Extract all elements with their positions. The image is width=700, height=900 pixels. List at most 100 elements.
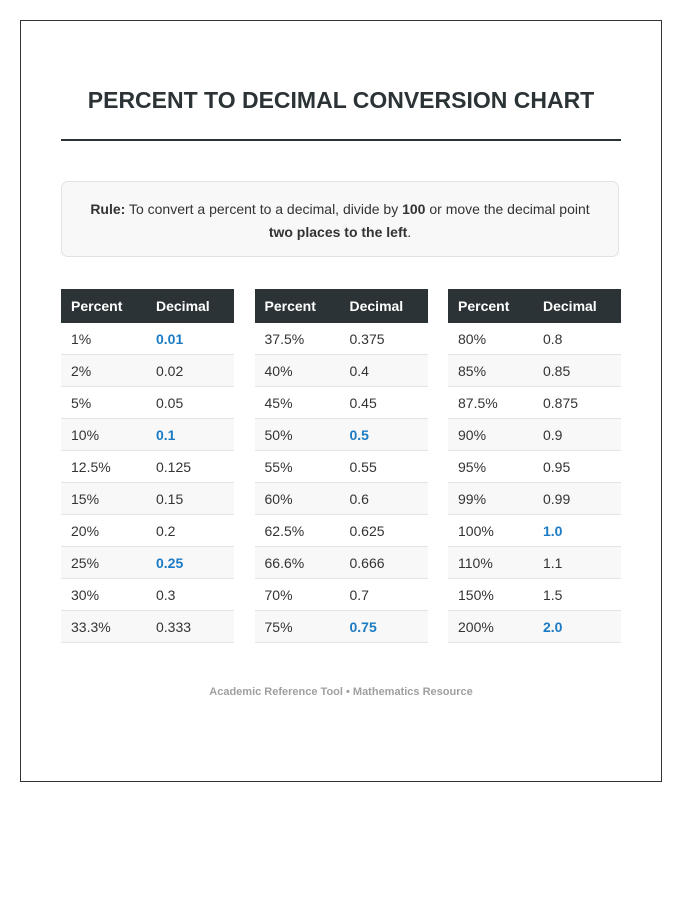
tables: Percent Decimal 1% 0.01 2% 0.02 5% 0.05 10% 0.1 12… <box>61 289 621 643</box>
decimal-cell: 0.8 <box>533 323 621 355</box>
conversion-table: Percent Decimal 1% 0.01 2% 0.02 5% 0.05 10% 0.1 12… <box>61 289 234 643</box>
decimal-cell: 0.625 <box>339 514 428 547</box>
decimal-cell: 0.05 <box>146 386 234 419</box>
decimal-cell: 0.375 <box>339 323 428 355</box>
percent-cell: 85% <box>448 354 533 387</box>
table-row: 87.5% 0.875 <box>448 386 621 419</box>
percent-cell: 110% <box>448 546 533 579</box>
table-row: 70% 0.7 <box>254 578 428 611</box>
table-row: 95% 0.95 <box>448 450 621 483</box>
decimal-cell: 0.45 <box>339 386 428 419</box>
decimal-cell: 0.7 <box>339 578 428 611</box>
percent-cell: 75% <box>254 610 340 643</box>
percent-cell: 200% <box>448 610 533 643</box>
table-head: Percent Decimal <box>448 289 621 323</box>
table-row: 75% 0.75 <box>254 610 428 643</box>
decimal-cell: 0.875 <box>533 386 621 419</box>
table-row: 15% 0.15 <box>61 482 234 515</box>
decimal-cell: 0.666 <box>339 546 428 579</box>
table-row: 10% 0.1 <box>61 418 234 451</box>
percent-cell: 30% <box>61 578 146 611</box>
table-body: 1% 0.01 2% 0.02 5% 0.05 10% 0.1 12.5% 0.125 15% 0.1… <box>61 323 234 643</box>
decimal-cell: 1.1 <box>533 546 621 579</box>
table-row: 110% 1.1 <box>448 546 621 579</box>
table-row: 66.6% 0.666 <box>254 546 428 579</box>
table-row: 1% 0.01 <box>61 323 234 355</box>
table-row: 30% 0.3 <box>61 578 234 611</box>
table-head: Percent Decimal <box>254 289 428 323</box>
percent-cell: 87.5% <box>448 386 533 419</box>
table-row: 99% 0.99 <box>448 482 621 515</box>
percent-cell: 99% <box>448 482 533 515</box>
table-row: 12.5% 0.125 <box>61 450 234 483</box>
decimal-cell: 0.9 <box>533 418 621 451</box>
decimal-cell: 0.125 <box>146 450 234 483</box>
decimal-cell: 0.25 <box>146 546 234 579</box>
rule-text: . <box>407 224 412 240</box>
table-body: 37.5% 0.375 40% 0.4 45% 0.45 50% 0.5 55% 0.55 60% 0… <box>254 323 428 643</box>
decimal-cell: 0.55 <box>339 450 428 483</box>
percent-cell: 37.5% <box>254 323 340 355</box>
decimal-cell: 0.1 <box>146 418 234 451</box>
column-header: Percent <box>254 289 340 323</box>
column-header: Percent <box>61 289 146 323</box>
percent-cell: 5% <box>61 386 146 419</box>
percent-cell: 70% <box>254 578 340 611</box>
table-row: 2% 0.02 <box>61 354 234 387</box>
percent-cell: 150% <box>448 578 533 611</box>
percent-cell: 100% <box>448 514 533 547</box>
percent-cell: 15% <box>61 482 146 515</box>
table-row: 37.5% 0.375 <box>254 323 428 355</box>
decimal-cell: 0.2 <box>146 514 234 547</box>
decimal-cell: 0.95 <box>533 450 621 483</box>
decimal-cell: 1.5 <box>533 578 621 611</box>
percent-cell: 80% <box>448 323 533 355</box>
percent-cell: 10% <box>61 418 146 451</box>
table-body: 80% 0.8 85% 0.85 87.5% 0.875 90% 0.9 95% 0.95 99% 0… <box>448 323 621 643</box>
decimal-cell: 0.85 <box>533 354 621 387</box>
column-header: Decimal <box>146 289 234 323</box>
percent-cell: 95% <box>448 450 533 483</box>
table-row: 40% 0.4 <box>254 354 428 387</box>
title: PERCENT TO DECIMAL CONVERSION CHART <box>87 87 595 113</box>
decimal-cell: 0.01 <box>146 323 234 355</box>
decimal-cell: 2.0 <box>533 610 621 643</box>
table-row: 33.3% 0.333 <box>61 610 234 643</box>
percent-cell: 50% <box>254 418 340 451</box>
footer: Academic Reference Tool • Mathematics Re… <box>209 686 473 698</box>
rule-text: or move the decimal point <box>429 201 590 217</box>
conversion-table: Percent Decimal 37.5% 0.375 40% 0.4 45% 0.45 50%… <box>254 289 428 643</box>
rule-text: To convert a percent to a decimal, divid… <box>128 201 399 217</box>
decimal-cell: 0.02 <box>146 354 234 387</box>
table-row: 55% 0.55 <box>254 450 428 483</box>
rule-emphasis: two places to the left <box>268 224 408 240</box>
table-head: Percent Decimal <box>61 289 234 323</box>
percent-cell: 45% <box>254 386 340 419</box>
header-row: Percent Decimal <box>448 289 621 323</box>
header-row: Percent Decimal <box>254 289 428 323</box>
rule-box: Rule: To convert a percent to a decimal,… <box>61 181 619 257</box>
divider <box>61 139 621 141</box>
rule-label: Rule: <box>90 201 126 217</box>
decimal-cell: 0.5 <box>339 418 428 451</box>
decimal-cell: 1.0 <box>533 514 621 547</box>
percent-cell: 62.5% <box>254 514 340 547</box>
rule-emphasis: 100 <box>402 201 426 217</box>
table-row: 90% 0.9 <box>448 418 621 451</box>
percent-cell: 12.5% <box>61 450 146 483</box>
percent-cell: 1% <box>61 323 146 355</box>
table-row: 80% 0.8 <box>448 323 621 355</box>
column-header: Decimal <box>533 289 621 323</box>
decimal-cell: 0.15 <box>146 482 234 515</box>
decimal-cell: 0.99 <box>533 482 621 515</box>
decimal-cell: 0.6 <box>339 482 428 515</box>
percent-cell: 33.3% <box>61 610 146 643</box>
document: PERCENT TO DECIMAL CONVERSION CHART Rule… <box>20 20 662 782</box>
table-row: 60% 0.6 <box>254 482 428 515</box>
table-row: 200% 2.0 <box>448 610 621 643</box>
decimal-cell: 0.75 <box>339 610 428 643</box>
percent-cell: 90% <box>448 418 533 451</box>
table-row: 150% 1.5 <box>448 578 621 611</box>
percent-cell: 25% <box>61 546 146 579</box>
